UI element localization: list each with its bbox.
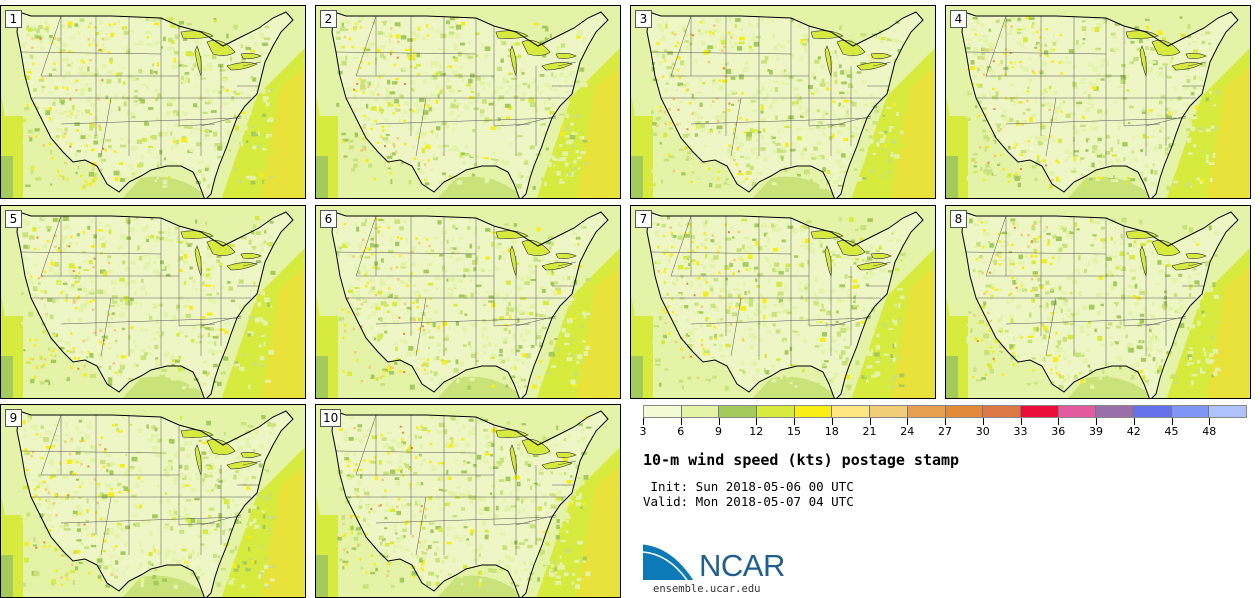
chart-title: 10-m wind speed (kts) postage stamp: [643, 451, 959, 469]
colorbar-swatch: [983, 406, 1021, 417]
colorbar-tick: [719, 418, 720, 425]
member-number-label: 6: [320, 210, 337, 228]
member-number-label: 8: [950, 210, 967, 228]
colorbar-tick: [1021, 418, 1022, 425]
colorbar-tick: [1134, 418, 1135, 425]
colorbar-swatch: [644, 406, 682, 417]
colorbar-swatch: [795, 406, 833, 417]
colorbar-tick: [1058, 418, 1059, 425]
member-map-panel: 8: [945, 205, 1251, 399]
member-number-label: 9: [5, 409, 22, 427]
ncar-logo-text: NCAR: [699, 548, 785, 584]
colorbar-tick: [681, 418, 682, 425]
colorbar-tick: [983, 418, 984, 425]
colorbar-swatch: [1209, 406, 1246, 417]
wind-speed-map: [1, 206, 306, 399]
wind-speed-map: [1, 405, 306, 598]
colorbar-swatch: [1059, 406, 1097, 417]
wind-speed-map: [1, 6, 306, 199]
colorbar-swatch: [1096, 406, 1134, 417]
colorbar-tick-label: 3: [640, 425, 647, 438]
member-map-panel: 7: [630, 205, 936, 399]
member-map-panel: 6: [315, 205, 621, 399]
member-map-panel: 3: [630, 5, 936, 199]
colorbar-tick-label: 30: [976, 425, 990, 438]
member-map-panel: 1: [0, 5, 306, 199]
colorbar-swatch: [946, 406, 984, 417]
member-number-label: 2: [320, 10, 337, 28]
colorbar-tick: [832, 418, 833, 425]
colorbar-tick: [1209, 418, 1210, 425]
wind-speed-map: [631, 206, 936, 399]
colorbar-tick-label: 42: [1127, 425, 1141, 438]
colorbar-tick-label: 36: [1051, 425, 1065, 438]
colorbar-tick: [1172, 418, 1173, 425]
colorbar-tick-label: 15: [787, 425, 801, 438]
colorbar-tick-label: 6: [677, 425, 684, 438]
colorbar-tick-label: 9: [715, 425, 722, 438]
wind-speed-map: [946, 6, 1251, 199]
colorbar-tick-label: 12: [749, 425, 763, 438]
colorbar-tick: [1096, 418, 1097, 425]
colorbar-tick-label: 24: [900, 425, 914, 438]
colorbar-tick: [907, 418, 908, 425]
wind-speed-map: [316, 206, 621, 399]
colorbar-tick: [870, 418, 871, 425]
member-number-label: 10: [320, 409, 341, 427]
wind-speed-map: [946, 206, 1251, 399]
member-map-panel: 5: [0, 205, 306, 399]
colorbar-swatch: [1172, 406, 1210, 417]
member-number-label: 3: [635, 10, 652, 28]
colorbar-tick-label: 33: [1014, 425, 1028, 438]
colorbar-swatch: [908, 406, 946, 417]
colorbar-swatch: [757, 406, 795, 417]
colorbar-swatch: [870, 406, 908, 417]
colorbar-tick-label: 27: [938, 425, 952, 438]
member-map-panel: 2: [315, 5, 621, 199]
colorbar-tick-label: 21: [863, 425, 877, 438]
member-number-label: 1: [5, 10, 22, 28]
init-time: Init: Sun 2018-05-06 00 UTC: [643, 479, 854, 494]
colorbar-swatch: [719, 406, 757, 417]
wind-speed-map: [316, 6, 621, 199]
colorbar-tick-label: 48: [1202, 425, 1216, 438]
colorbar-swatch: [1021, 406, 1059, 417]
colorbar-tick-label: 39: [1089, 425, 1103, 438]
wind-speed-map: [631, 6, 936, 199]
valid-time: Valid: Mon 2018-05-07 04 UTC: [643, 494, 854, 509]
colorbar-tick: [945, 418, 946, 425]
member-number-label: 7: [635, 210, 652, 228]
member-map-panel: 10: [315, 404, 621, 598]
member-number-label: 5: [5, 210, 22, 228]
colorbar-tick: [643, 418, 644, 425]
wind-speed-colorbar: [643, 405, 1247, 418]
colorbar-swatch: [682, 406, 720, 417]
colorbar-swatch: [1134, 406, 1172, 417]
colorbar-tick: [794, 418, 795, 425]
member-map-panel: 9: [0, 404, 306, 598]
colorbar-swatch: [832, 406, 870, 417]
wind-speed-map: [316, 405, 621, 598]
colorbar-tick-label: 18: [825, 425, 839, 438]
member-number-label: 4: [950, 10, 967, 28]
colorbar-tick: [756, 418, 757, 425]
colorbar-tick-label: 45: [1165, 425, 1179, 438]
site-url: ensemble.ucar.edu: [653, 583, 760, 595]
member-map-panel: 4: [945, 5, 1251, 199]
